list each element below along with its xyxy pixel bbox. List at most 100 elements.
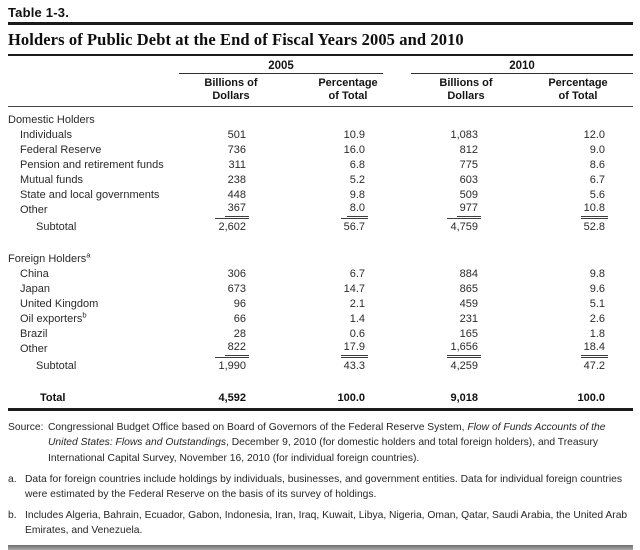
value-text: 4,259 bbox=[447, 357, 481, 373]
value-text: 6.7 bbox=[349, 268, 365, 280]
source-text: Congressional Budget Office based on Boa… bbox=[48, 420, 633, 466]
value-text: 238 bbox=[227, 174, 246, 186]
value-text: 884 bbox=[459, 268, 478, 280]
value-text: 4,759 bbox=[447, 218, 481, 234]
table-row-oil-exporters: Oil exportersb 66 1.4 231 2.6 bbox=[8, 311, 633, 326]
value-cell: 9.8 bbox=[498, 266, 633, 281]
value-text: 10.8 bbox=[580, 202, 608, 217]
row-label: Individuals bbox=[20, 129, 72, 141]
value-cell: 43.3 bbox=[263, 356, 383, 373]
value-text: 306 bbox=[227, 268, 246, 280]
value-cell: 56.7 bbox=[263, 217, 383, 234]
table-header: 2005 2010 Billions of Dollars Percentage… bbox=[8, 56, 633, 107]
value-text: 52.8 bbox=[580, 218, 608, 234]
value-cell: 12.0 bbox=[498, 127, 633, 142]
row-label: Foreign Holdersa bbox=[8, 250, 91, 265]
table-row-other: Other 367 8.0 977 10.8 bbox=[8, 202, 633, 217]
footnote-b-text: Includes Algeria, Bahrain, Ecuador, Gabo… bbox=[25, 509, 628, 536]
value-cell: 1,990 bbox=[173, 356, 263, 373]
row-label: Pension and retirement funds bbox=[20, 159, 164, 171]
value-cell: 8.6 bbox=[498, 157, 633, 172]
value-text: 977 bbox=[456, 202, 481, 217]
value-cell: 14.7 bbox=[263, 281, 383, 296]
table-row-brazil: Brazil 28 0.6 165 1.8 bbox=[8, 326, 633, 341]
table-row-china: China 306 6.7 884 9.8 bbox=[8, 266, 633, 281]
heavy-rule-top bbox=[8, 22, 633, 25]
value-text: 231 bbox=[459, 313, 478, 325]
value-cell: 509 bbox=[383, 187, 498, 202]
value-cell: 501 bbox=[173, 127, 263, 142]
value-text: 1.4 bbox=[349, 313, 365, 325]
value-text: 12.0 bbox=[583, 129, 605, 141]
source-text-before: Congressional Budget Office based on Boa… bbox=[48, 422, 468, 433]
table-row-foreign-holders: Foreign Holdersa bbox=[8, 246, 633, 266]
value-text: 1,656 bbox=[447, 341, 481, 356]
footnote-b-marker: b. bbox=[8, 509, 17, 521]
row-label: Other bbox=[20, 204, 48, 216]
value-cell: 10.9 bbox=[263, 127, 383, 142]
value-text: 6.7 bbox=[589, 174, 605, 186]
value-cell: 231 bbox=[383, 311, 498, 326]
heavy-rule-bottom bbox=[8, 408, 633, 411]
table-row-spacer bbox=[8, 373, 633, 385]
value-cell: 9.6 bbox=[498, 281, 633, 296]
row-label: Oil exportersb bbox=[20, 310, 87, 325]
year-2005-label: 2005 bbox=[179, 60, 383, 74]
row-label: China bbox=[20, 268, 49, 280]
title-rule bbox=[8, 54, 633, 56]
value-cell: 6.8 bbox=[263, 157, 383, 172]
value-text: 47.2 bbox=[580, 357, 608, 373]
row-label: Subtotal bbox=[36, 360, 77, 372]
value-text: 603 bbox=[459, 174, 478, 186]
value-text: 2.6 bbox=[589, 313, 605, 325]
value-cell: 16.0 bbox=[263, 142, 383, 157]
table-row-individuals: Individuals 501 10.9 1,083 12.0 bbox=[8, 127, 633, 142]
table-row-federal-reserve: Federal Reserve 736 16.0 812 9.0 bbox=[8, 142, 633, 157]
debt-holders-table: 2005 2010 Billions of Dollars Percentage… bbox=[8, 56, 633, 408]
value-cell: 9,018 bbox=[383, 385, 498, 408]
empty-header-cell bbox=[8, 74, 173, 107]
value-text: 10.9 bbox=[343, 129, 365, 141]
value-text: 43.3 bbox=[340, 357, 368, 373]
year-group-2005: 2005 bbox=[173, 56, 383, 74]
value-cell: 1,656 bbox=[383, 341, 498, 356]
table-row-spacer bbox=[8, 234, 633, 246]
spacer-cell bbox=[8, 234, 633, 246]
value-cell: 18.4 bbox=[498, 341, 633, 356]
value-cell: 736 bbox=[173, 142, 263, 157]
value-cell: 100.0 bbox=[498, 385, 633, 408]
row-label: United Kingdom bbox=[20, 298, 99, 310]
col-header-billions-2005: Billions of Dollars bbox=[173, 74, 263, 107]
value-text: 14.7 bbox=[343, 283, 365, 295]
value-text: 66 bbox=[233, 313, 246, 325]
value-text: 501 bbox=[227, 129, 246, 141]
table-number-label: Table 1-3. bbox=[8, 5, 70, 20]
value-cell: 603 bbox=[383, 172, 498, 187]
value-cell: 306 bbox=[173, 266, 263, 281]
value-cell: 4,259 bbox=[383, 356, 498, 373]
footnote-a-marker: a. bbox=[8, 473, 17, 485]
value-cell: 17.9 bbox=[263, 341, 383, 356]
value-text: 812 bbox=[459, 144, 478, 156]
value-text: 56.7 bbox=[340, 218, 368, 234]
value-cell: 5.6 bbox=[498, 187, 633, 202]
value-text: 459 bbox=[459, 298, 478, 310]
value-cell: 977 bbox=[383, 202, 498, 217]
source-italic-title: Flow of Funds Accounts of the United Sta… bbox=[48, 422, 606, 449]
value-cell: 6.7 bbox=[263, 266, 383, 281]
page-bottom-rule bbox=[8, 544, 633, 550]
value-text: 5.2 bbox=[349, 174, 365, 186]
value-cell: 5.1 bbox=[498, 296, 633, 311]
value-text: 8.0 bbox=[346, 202, 368, 217]
table-row-subtotal: Subtotal 1,990 43.3 4,259 47.2 bbox=[8, 356, 633, 373]
value-text: 8.6 bbox=[589, 159, 605, 171]
row-label: Brazil bbox=[20, 328, 48, 340]
value-cell: 47.2 bbox=[498, 356, 633, 373]
value-cell: 812 bbox=[383, 142, 498, 157]
value-text: 9.8 bbox=[589, 268, 605, 280]
value-text: 2.1 bbox=[349, 298, 365, 310]
value-cell: 448 bbox=[173, 187, 263, 202]
value-cell: 2,602 bbox=[173, 217, 263, 234]
value-text: 865 bbox=[459, 283, 478, 295]
